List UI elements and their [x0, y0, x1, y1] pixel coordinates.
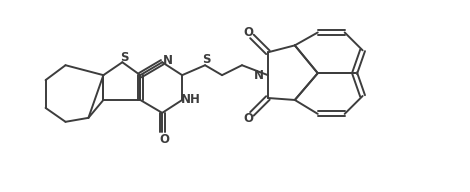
- Text: O: O: [243, 112, 253, 125]
- Text: NH: NH: [181, 94, 201, 107]
- Text: N: N: [254, 69, 264, 82]
- Text: O: O: [159, 133, 169, 146]
- Text: N: N: [163, 54, 173, 67]
- Text: S: S: [120, 51, 129, 64]
- Text: S: S: [202, 53, 211, 66]
- Text: O: O: [243, 26, 253, 39]
